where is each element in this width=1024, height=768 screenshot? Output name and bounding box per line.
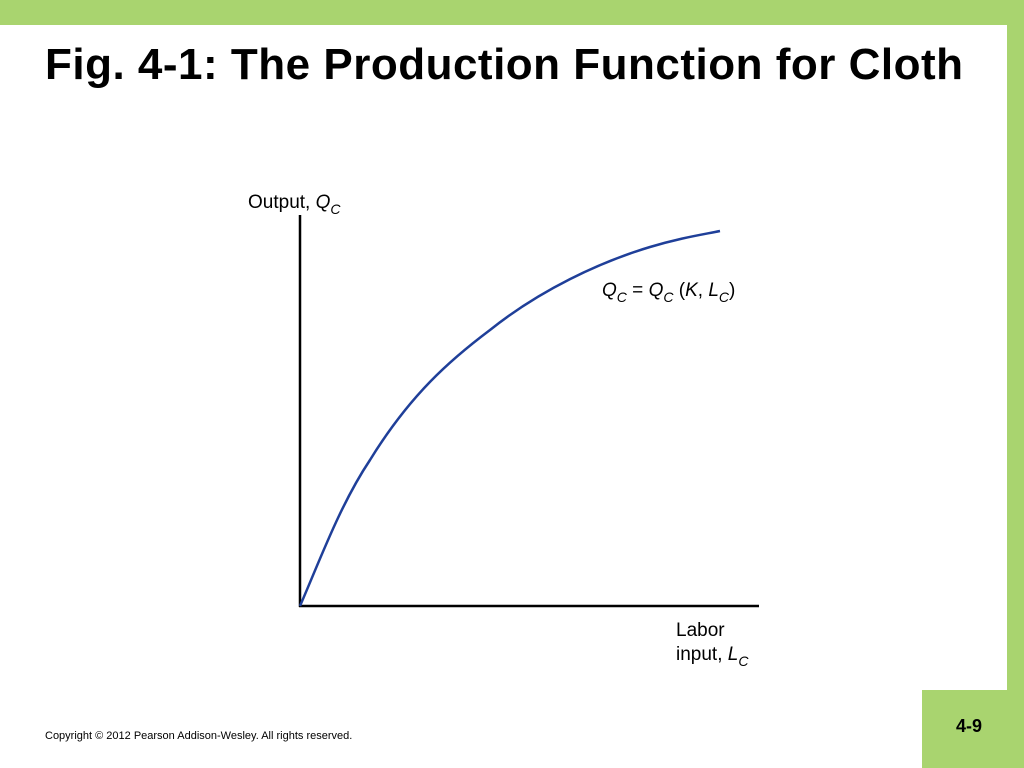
y-axis-label: Output, QC	[248, 192, 341, 217]
frame-top	[0, 0, 1024, 25]
frame-right	[1007, 0, 1024, 768]
production-curve	[298, 229, 721, 607]
page-box: 4-9	[922, 690, 1007, 768]
copyright: Copyright © 2012 Pearson Addison-Wesley.…	[45, 730, 353, 742]
curve-label: QC = QC (K, LC)	[602, 280, 735, 305]
page-number: 4-9	[956, 716, 983, 736]
slide-title: Fig. 4-1: The Production Function for Cl…	[45, 40, 964, 89]
x-axis-label: input, LC	[676, 644, 749, 669]
x-axis-label: Labor	[676, 620, 725, 641]
